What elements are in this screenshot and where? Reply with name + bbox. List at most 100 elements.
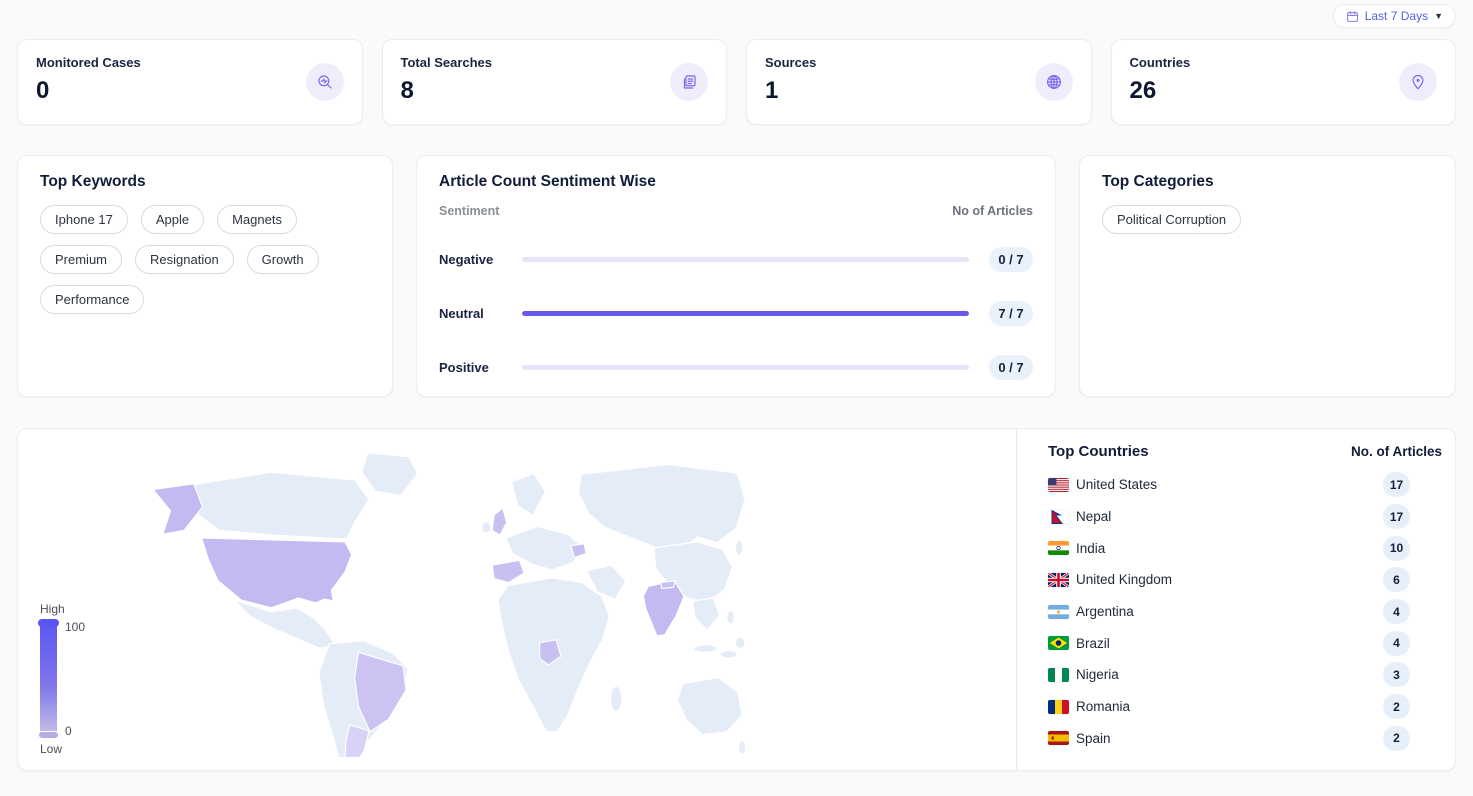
country-row-romania[interactable]: Romania 2 [1048, 691, 1442, 723]
sentiment-label: Neutral [439, 306, 484, 321]
india-flag-icon [1048, 541, 1069, 556]
stat-value: 0 [36, 77, 50, 104]
stat-card-total-searches: Total Searches 8 [381, 39, 727, 125]
geo-card: High 100 0 Low Top Countries No. of Art [17, 428, 1456, 771]
category-chip[interactable]: Political Corruption [1102, 205, 1242, 234]
legend-gradient-bar[interactable] [38, 619, 59, 739]
world-choropleth-map[interactable] [126, 445, 746, 757]
country-row-united-kingdom[interactable]: United Kingdom 6 [1048, 564, 1442, 596]
sentiment-row-neutral: Neutral 7 / 7 [439, 301, 1033, 326]
country-row-brazil[interactable]: Brazil 4 [1048, 627, 1442, 659]
country-name: Romania [1076, 699, 1131, 715]
calendar-icon [1346, 10, 1358, 22]
map-color-legend: High 100 0 Low [38, 602, 110, 756]
stat-label: Sources [765, 55, 817, 70]
keyword-chip[interactable]: Apple [140, 205, 205, 234]
stat-card-monitored-cases: Monitored Cases 0 [17, 39, 363, 125]
country-row-united-states[interactable]: United States 17 [1048, 469, 1442, 501]
sentiment-bar-track [522, 311, 969, 316]
nepal-flag-icon [1048, 509, 1069, 524]
top-categories-title: Top Categories [1102, 173, 1214, 190]
topbar: Last 7 Days ▼ [0, 0, 1473, 28]
sentiment-table-header: Sentiment No of Articles [439, 204, 1033, 218]
stat-label: Total Searches [400, 55, 493, 70]
keyword-chip[interactable]: Iphone 17 [40, 205, 128, 234]
world-map-panel: High 100 0 Low [18, 429, 1016, 770]
date-range-label: Last 7 Days [1364, 9, 1429, 23]
country-row-spain[interactable]: Spain 2 [1048, 723, 1442, 755]
country-name: Argentina [1076, 604, 1134, 620]
keyword-chip[interactable]: Magnets [217, 205, 297, 234]
stat-label: Countries [1129, 55, 1191, 70]
articles-col-header: No of Articles [952, 204, 1033, 218]
brazil-flag-icon [1048, 636, 1069, 651]
category-chips: Political Corruption [1102, 205, 1433, 234]
legend-max-value: 100 [65, 620, 86, 634]
country-count-badge: 6 [1383, 567, 1410, 593]
sentiment-col-header: Sentiment [439, 204, 500, 218]
top-keywords-title: Top Keywords [40, 173, 146, 190]
us-flag-icon [1048, 477, 1069, 492]
stat-value: 26 [1129, 77, 1157, 104]
chevron-down-icon: ▼ [1434, 11, 1443, 21]
sentiment-bar-track [522, 365, 969, 370]
keyword-chip[interactable]: Resignation [135, 245, 234, 274]
top-countries-panel: Top Countries No. of Articles United Sta… [1016, 429, 1455, 770]
country-name: United Kingdom [1076, 572, 1173, 588]
country-row-argentina[interactable]: Argentina 4 [1048, 596, 1442, 628]
legend-top-cap [38, 619, 59, 627]
sentiment-row-positive: Positive 0 / 7 [439, 355, 1033, 380]
country-name: Spain [1076, 730, 1111, 746]
sentiment-card: Article Count Sentiment Wise Sentiment N… [416, 155, 1056, 397]
country-count-badge: 3 [1383, 662, 1410, 688]
stats-row: Monitored Cases 0 Total Searches 8 Sourc… [0, 39, 1473, 125]
country-row-india[interactable]: India 10 [1048, 532, 1442, 564]
country-row-nigeria[interactable]: Nigeria 3 [1048, 659, 1442, 691]
country-count-badge: 2 [1383, 725, 1410, 751]
middle-row: Top Keywords Iphone 17 Apple Magnets Pre… [0, 155, 1473, 397]
sentiment-count-badge: 7 / 7 [989, 301, 1033, 326]
sentiment-count-badge: 0 / 7 [989, 355, 1033, 380]
sentiment-title: Article Count Sentiment Wise [439, 173, 656, 190]
spain-flag-icon [1048, 731, 1069, 746]
legend-min-value: 0 [65, 724, 72, 738]
articles-col-header: No. of Articles [1350, 444, 1442, 459]
country-count-badge: 17 [1383, 472, 1410, 498]
top-categories-card: Top Categories Political Corruption [1079, 155, 1456, 397]
map-pin-icon [1399, 63, 1437, 101]
top-keywords-card: Top Keywords Iphone 17 Apple Magnets Pre… [17, 155, 393, 397]
sentiment-count-badge: 0 / 7 [989, 247, 1033, 272]
legend-high-label: High [40, 602, 65, 616]
country-name: Brazil [1076, 635, 1110, 651]
articles-icon [670, 63, 708, 101]
legend-bottom-cap [38, 731, 59, 739]
nigeria-flag-icon [1048, 667, 1069, 682]
keyword-chip[interactable]: Growth [246, 245, 319, 274]
country-count-badge: 17 [1383, 504, 1410, 530]
case-monitor-icon [305, 63, 344, 101]
keyword-chip[interactable]: Performance [40, 285, 145, 314]
top-countries-title: Top Countries [1048, 443, 1149, 460]
country-row-nepal[interactable]: Nepal 17 [1048, 501, 1442, 533]
country-count-badge: 10 [1383, 535, 1410, 561]
sentiment-label: Positive [439, 360, 489, 375]
keyword-chips: Iphone 17 Apple Magnets Premium Resignat… [40, 205, 370, 314]
sentiment-bar-track [522, 257, 969, 262]
stat-value: 8 [400, 77, 414, 104]
keyword-chip[interactable]: Premium [40, 245, 123, 274]
country-name: India [1076, 540, 1106, 556]
stat-value: 1 [765, 77, 779, 104]
sentiment-label: Negative [439, 252, 494, 267]
uk-flag-icon [1048, 572, 1069, 587]
country-name: Nepal [1076, 509, 1112, 525]
stat-card-sources: Sources 1 [746, 39, 1092, 125]
romania-flag-icon [1048, 699, 1069, 714]
country-count-badge: 4 [1383, 599, 1410, 625]
country-count-badge: 4 [1383, 630, 1410, 656]
globe-icon [1034, 63, 1073, 101]
sentiment-row-negative: Negative 0 / 7 [439, 247, 1033, 272]
date-range-dropdown[interactable]: Last 7 Days ▼ [1332, 4, 1456, 28]
stat-card-countries: Countries 26 [1110, 39, 1456, 125]
stat-label: Monitored Cases [36, 55, 141, 70]
